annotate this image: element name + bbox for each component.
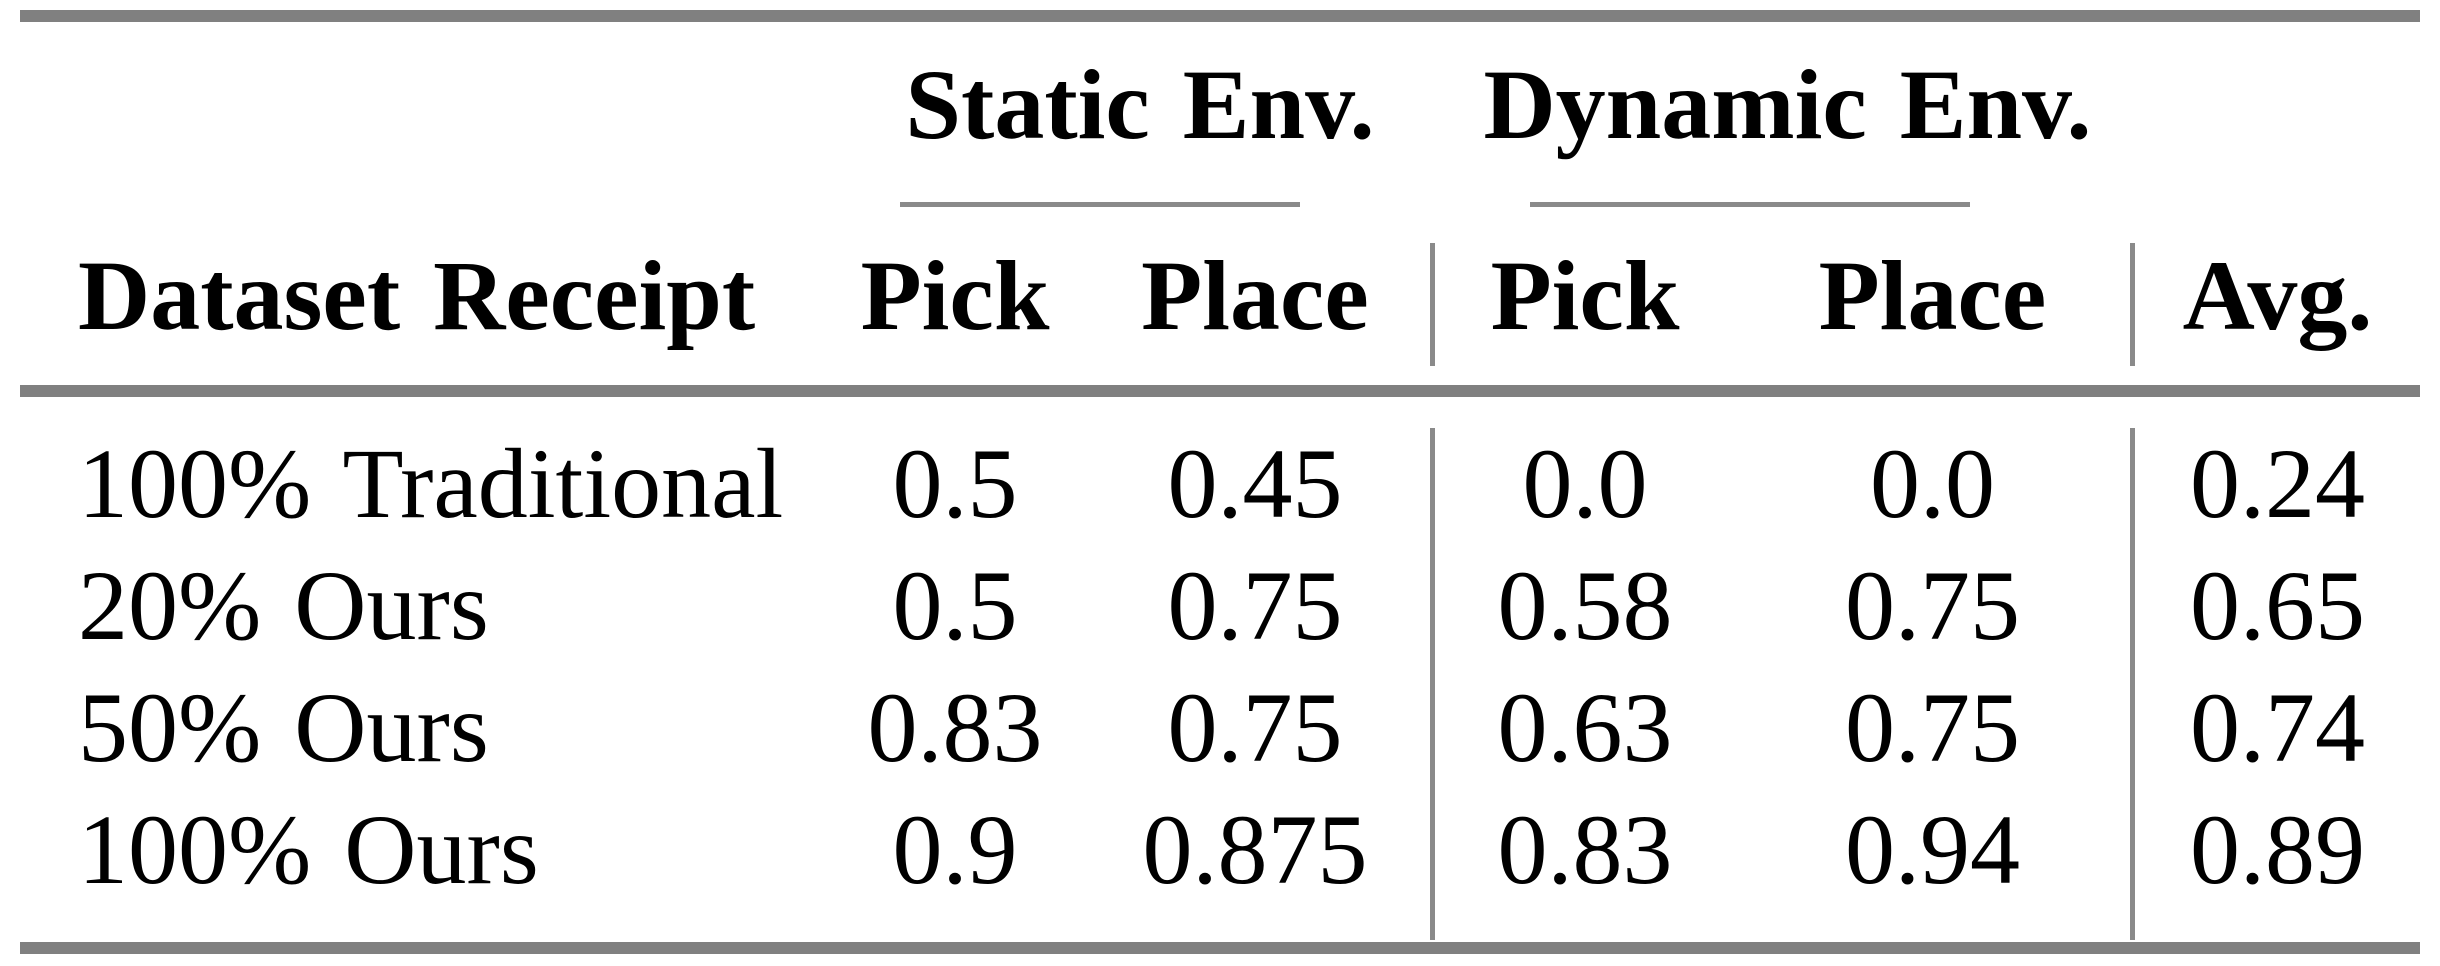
cell-static-place: 0.75 xyxy=(1167,550,1343,661)
cell-avg: 0.89 xyxy=(2190,794,2365,905)
table-row: 20% Ours 0.5 0.75 0.58 0.75 0.65 xyxy=(20,545,2420,667)
cell-dynamic-pick: 0.58 xyxy=(1497,550,1673,661)
row-label: 100% Ours xyxy=(78,794,539,905)
static-dynamic-divider-rule xyxy=(1430,243,1435,366)
row-label: 100% Traditional xyxy=(78,428,784,539)
static-env-underline xyxy=(900,202,1300,207)
cell-avg: 0.74 xyxy=(2190,672,2365,783)
row-label: 50% Ours xyxy=(78,672,489,783)
top-rule xyxy=(20,10,2420,22)
bottom-rule xyxy=(20,942,2420,954)
column-header-dataset-receipt: Dataset Receipt xyxy=(78,240,756,351)
group-header-static-env: Static Env. xyxy=(905,49,1375,160)
cell-avg: 0.24 xyxy=(2190,428,2365,539)
cell-dynamic-place: 0.94 xyxy=(1845,794,2020,905)
cell-dynamic-pick: 0.0 xyxy=(1522,428,1648,539)
cell-static-place: 0.45 xyxy=(1167,428,1343,539)
column-header-static-pick: Pick xyxy=(860,240,1050,351)
dynamic-avg-divider-rule xyxy=(2130,428,2135,940)
column-header-avg: Avg. xyxy=(2182,240,2373,351)
table-row: 100% Ours 0.9 0.875 0.83 0.94 0.89 xyxy=(20,789,2420,911)
cell-static-place: 0.75 xyxy=(1167,672,1343,783)
cell-dynamic-place: 0.75 xyxy=(1845,672,2020,783)
cell-dynamic-place: 0.75 xyxy=(1845,550,2020,661)
cell-static-pick: 0.83 xyxy=(867,672,1043,783)
dynamic-env-underline xyxy=(1530,202,1970,207)
column-header-static-place: Place xyxy=(1141,240,1369,351)
dynamic-avg-divider-rule xyxy=(2130,243,2135,366)
group-header-dynamic-env: Dynamic Env. xyxy=(1483,49,2092,160)
cell-static-pick: 0.5 xyxy=(892,550,1018,661)
cell-static-place: 0.875 xyxy=(1142,794,1368,905)
cell-static-pick: 0.9 xyxy=(892,794,1018,905)
row-label: 20% Ours xyxy=(78,550,489,661)
column-header-dynamic-pick: Pick xyxy=(1490,240,1680,351)
cell-dynamic-pick: 0.83 xyxy=(1497,794,1673,905)
column-header-row: Dataset Receipt Pick Place Pick Place Av… xyxy=(20,207,2420,385)
group-header-row: Static Env. Dynamic Env. xyxy=(20,30,2420,180)
static-dynamic-divider-rule xyxy=(1430,428,1435,940)
cell-dynamic-place: 0.0 xyxy=(1870,428,1995,539)
table-row: 50% Ours 0.83 0.75 0.63 0.75 0.74 xyxy=(20,667,2420,789)
header-body-separator-rule xyxy=(20,385,2420,397)
cell-static-pick: 0.5 xyxy=(892,428,1018,539)
cell-avg: 0.65 xyxy=(2190,550,2365,661)
cell-dynamic-pick: 0.63 xyxy=(1497,672,1673,783)
table-row: 100% Traditional 0.5 0.45 0.0 0.0 0.24 xyxy=(20,423,2420,545)
column-header-dynamic-place: Place xyxy=(1818,240,2047,351)
